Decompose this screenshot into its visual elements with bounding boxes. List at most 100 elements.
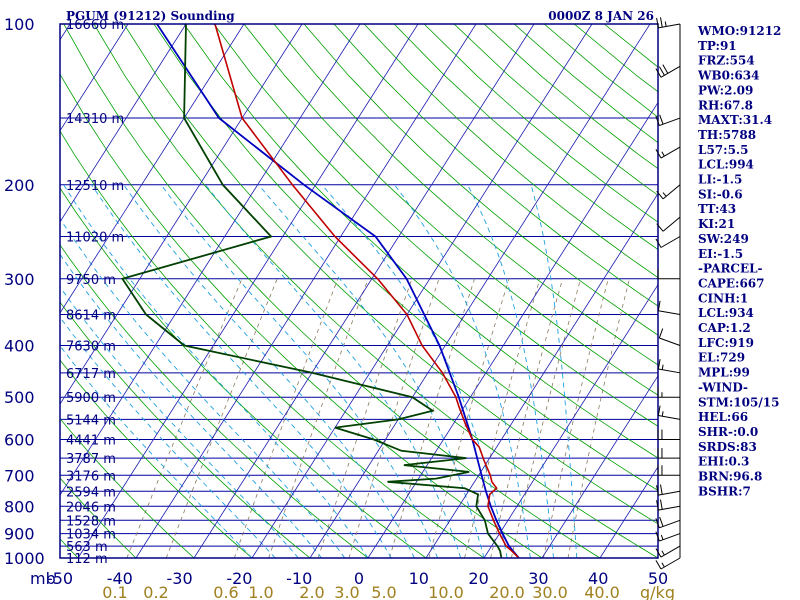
height-label: 6717 m [66,367,116,382]
mixing-ratio-tick-label: 0.1 [102,583,127,600]
height-label: 16660 m [66,18,124,33]
wind-barb-flag [656,17,659,28]
temperature-tick-label: 20 [468,569,488,588]
height-label: 3176 m [66,469,116,484]
wind-barb-staff [659,337,681,346]
index-value: TP:91 [698,39,737,53]
wind-barb-flag [655,531,660,542]
wind-barb-flag [655,115,660,126]
wind-barb-flag [655,149,662,159]
wind-barb-half-flag [662,192,667,197]
isotherm-line [193,24,535,558]
height-label: 2594 m [66,485,116,500]
wind-barb-flag [657,359,661,370]
index-value: WMO:91212 [697,24,781,38]
dry-adiabat-line [303,24,658,336]
temperature-tick-label: 0 [354,569,364,588]
dry-adiabat-line [363,24,658,279]
index-value: BRN:96.8 [698,470,762,484]
index-value: LCL:994 [698,158,754,172]
wind-barb-flag [656,485,659,496]
index-value: TH:5788 [698,128,756,142]
moist-adiabat-line [467,184,555,558]
plot-frame [59,23,659,559]
wind-barb-staff [660,236,681,248]
moist-adiabat-line [530,184,578,558]
mixing-ratio-tick-label: 40.0 [584,583,620,600]
isotherm-line [309,24,651,558]
wind-barb-staff [659,519,681,529]
wind-barb-half-flag [664,21,667,27]
pressure-tick-label: 200 [4,176,35,195]
wind-barb-staff [658,415,681,420]
index-value: EHI:0.3 [698,455,749,469]
dry-adiabat-line [273,24,658,366]
dry-adiabat-line [60,359,253,558]
index-value: BSHR:7 [698,484,751,498]
pressure-tick-label: 800 [4,497,35,516]
wind-barb [657,405,681,420]
mixing-ratio-tick-label: 2.0 [299,583,324,600]
wind-barb [657,359,681,374]
pressure-tick-label: 900 [4,525,35,544]
wind-barb [655,557,681,570]
mixing-ratio-line [464,278,541,558]
mixing-ratio-line [268,278,369,558]
wind-barb [657,387,680,398]
isotherm-line [60,24,303,405]
pressure-tick-label: 1000 [4,549,45,568]
wind-barb-flag [660,17,663,28]
pressure-unit-label: mb [30,569,56,588]
height-label: 5144 m [66,413,116,428]
height-label: 1034 m [66,528,116,543]
isotherm-line [60,24,361,496]
plot-background [60,24,658,558]
wind-barb-flag [656,223,664,232]
wind-barb-half-flag [660,534,664,540]
height-label: 11020 m [66,230,124,245]
wind-barb-flag [662,64,669,74]
wind-barb-flag [658,328,664,339]
index-value: STM:105/15 [698,395,779,409]
wind-barb [655,516,681,529]
mixing-ratio-line [126,278,243,558]
moist-adiabat-line [63,184,369,558]
index-value: MPL:99 [698,366,750,380]
wind-barb-staff [658,490,681,496]
temperature-trace [214,24,520,558]
wind-barb [655,114,681,127]
temperature-tick-label: 50 [648,569,668,588]
temperature-tick-label: -10 [286,569,312,588]
moist-adiabat-line [91,184,392,558]
height-label: 8614 m [66,309,116,324]
wind-barbs [655,17,681,570]
mixing-ratio-tick-label: 0.2 [143,583,168,600]
chart-title: PGUM (91212) Sounding [66,9,235,23]
mixing-ratio-line [389,278,475,558]
dry-adiabat-line [60,130,485,558]
wind-barb [657,300,681,316]
height-label: 2046 m [66,500,116,515]
index-value: -PARCEL- [698,262,763,276]
pressure-tick-label: 300 [4,270,35,289]
isotherm-line [367,101,658,558]
height-label: 7630 m [66,340,116,355]
temperature-tick-label: -50 [47,569,73,588]
sounding-profiles [120,24,520,558]
isobar-lines [60,23,658,559]
wind-barb [656,484,681,496]
index-value: CINH:1 [698,291,748,305]
temperature-tick-label: 40 [588,569,608,588]
height-label: 1528 m [66,514,116,529]
isotherm-line [60,24,187,223]
temperature-tick-label: -30 [167,569,193,588]
index-value: WB0:634 [697,69,759,83]
wind-barb-flag [655,238,662,248]
index-value: SI:-0.6 [698,187,743,201]
mixing-ratio-tick-label: 20.0 [489,583,525,600]
wind-barb-staff [662,216,681,232]
height-label: 563 m [66,540,108,555]
mixing-ratio-tick-label: 3.0 [334,583,359,600]
isotherm-line [77,24,419,558]
